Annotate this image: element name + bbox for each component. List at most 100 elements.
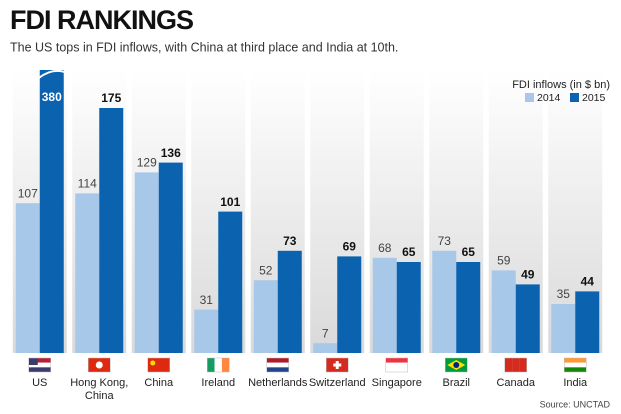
x-tick-label: Singapore bbox=[371, 377, 422, 389]
data-label: 59 bbox=[497, 254, 511, 268]
bar bbox=[99, 108, 124, 353]
bar bbox=[253, 280, 278, 353]
bar bbox=[15, 203, 40, 353]
flag-border bbox=[266, 357, 289, 373]
legend-title: FDI inflows (in $ bn) bbox=[512, 79, 610, 91]
axis-break bbox=[38, 69, 66, 79]
bar bbox=[39, 70, 64, 353]
bar bbox=[551, 304, 576, 353]
bar bbox=[158, 162, 183, 353]
data-label: 114 bbox=[78, 177, 97, 191]
legend-label: 2015 bbox=[582, 92, 606, 104]
flag-canton bbox=[28, 358, 38, 365]
data-label: 107 bbox=[18, 186, 38, 200]
data-label: 52 bbox=[259, 263, 273, 277]
flag-field bbox=[147, 358, 170, 372]
flag-icon bbox=[564, 357, 587, 373]
source-note: Source: UNCTAD bbox=[540, 399, 611, 409]
flag-stripe bbox=[266, 362, 289, 368]
flag-stripe bbox=[28, 362, 51, 368]
flag-stripe bbox=[214, 358, 222, 372]
flag-stripe bbox=[504, 358, 513, 372]
flag-leaf bbox=[512, 362, 519, 368]
legend-label: 2014 bbox=[537, 92, 561, 104]
flag-globe bbox=[453, 362, 460, 368]
flag-icon bbox=[326, 357, 349, 373]
x-tick-label: US bbox=[32, 377, 48, 389]
data-label: 101 bbox=[220, 195, 240, 209]
flag-border bbox=[445, 357, 468, 373]
flag-stripe bbox=[564, 358, 587, 363]
flag-stripe bbox=[266, 367, 289, 372]
flag-stripe bbox=[266, 358, 289, 363]
bar bbox=[515, 284, 540, 353]
flag-border bbox=[326, 357, 349, 373]
flag-stripe bbox=[519, 358, 527, 372]
data-label: 175 bbox=[101, 91, 121, 105]
data-label: 65 bbox=[462, 245, 476, 259]
data-label: 31 bbox=[200, 293, 214, 307]
flag-flower bbox=[95, 361, 103, 369]
data-label: 380 bbox=[42, 90, 62, 104]
bar bbox=[134, 172, 159, 353]
bar bbox=[194, 309, 219, 353]
data-label: 49 bbox=[521, 268, 535, 282]
data-label: 129 bbox=[137, 156, 157, 170]
data-label: 68 bbox=[378, 241, 392, 255]
x-tick-label: Switzerland bbox=[308, 377, 366, 389]
bar bbox=[277, 250, 302, 353]
data-label: 69 bbox=[343, 240, 357, 254]
x-tick-label: Hong Kong, China bbox=[70, 377, 129, 402]
flag-border bbox=[207, 357, 230, 373]
bar bbox=[456, 262, 481, 353]
x-tick-label: Ireland bbox=[201, 377, 236, 389]
flag-stripe bbox=[28, 367, 51, 372]
flag-stripe bbox=[564, 362, 587, 368]
data-label: 65 bbox=[402, 245, 416, 259]
x-tick-label: Netherlands bbox=[248, 377, 308, 389]
bar bbox=[432, 250, 457, 353]
flag-icon bbox=[28, 357, 51, 373]
flag-stripe bbox=[564, 367, 587, 372]
data-label: 73 bbox=[283, 234, 297, 248]
flag-stripe bbox=[385, 362, 408, 368]
flag-star bbox=[150, 360, 156, 366]
bar bbox=[575, 291, 600, 353]
flag-border bbox=[88, 357, 111, 373]
x-tick-label: India bbox=[563, 377, 588, 389]
flag-stripe bbox=[221, 358, 230, 372]
bar bbox=[491, 270, 516, 353]
x-tick-label: Canada bbox=[496, 377, 536, 389]
flag-icon bbox=[207, 357, 230, 373]
flag-stripe bbox=[207, 358, 215, 372]
bar bbox=[337, 256, 362, 353]
flag-border bbox=[28, 357, 51, 373]
bar bbox=[313, 343, 338, 353]
flag-stripe bbox=[385, 367, 408, 372]
data-label: 44 bbox=[581, 275, 595, 289]
flag-stripe bbox=[28, 358, 51, 363]
flag-icon bbox=[266, 357, 289, 373]
x-tick-label: Brazil bbox=[442, 377, 470, 389]
flag-icon bbox=[504, 357, 527, 373]
flag-border bbox=[385, 357, 408, 373]
flag-icon bbox=[147, 357, 170, 373]
flag-cross bbox=[333, 363, 342, 367]
chart-title: FDI RANKINGS bbox=[10, 5, 193, 35]
flag-icon bbox=[385, 357, 408, 373]
bar bbox=[75, 193, 100, 353]
flag-border bbox=[564, 357, 587, 373]
legend-swatch bbox=[525, 93, 534, 102]
flag-border bbox=[504, 357, 527, 373]
flag-icon bbox=[445, 357, 468, 373]
data-label: 7 bbox=[322, 326, 329, 340]
data-label: 73 bbox=[438, 234, 452, 248]
bar bbox=[372, 257, 397, 353]
flag-border bbox=[147, 357, 170, 373]
bar bbox=[396, 262, 421, 353]
chart-subtitle: The US tops in FDI inflows, with China a… bbox=[10, 40, 398, 54]
data-label: 136 bbox=[161, 146, 181, 160]
bar bbox=[218, 211, 243, 353]
